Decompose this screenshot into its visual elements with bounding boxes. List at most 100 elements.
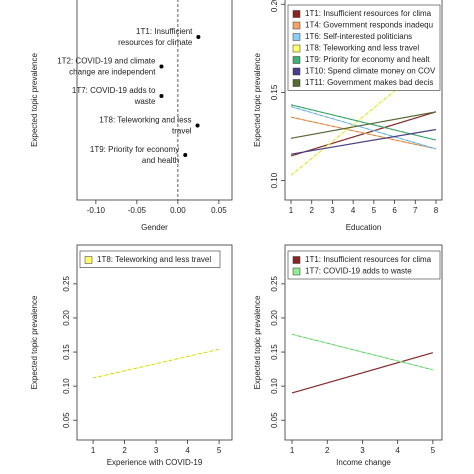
x-axis-label: Experience with COVID-19 xyxy=(107,458,203,467)
y-tick-label: 0.10 xyxy=(62,378,71,394)
y-tick-label: 0.15 xyxy=(62,344,71,360)
x-tick-label: 6 xyxy=(392,206,397,215)
y-axis-label: Expected topic prevalence xyxy=(253,295,262,389)
legend-swatch xyxy=(292,56,301,64)
panel: 1 2 3 4 5 6 7 8 0.10 0.15 0.20 Education Expected to… xyxy=(253,0,443,232)
legend-swatch xyxy=(292,44,301,53)
point xyxy=(195,123,200,128)
x-tick-label: 2 xyxy=(325,446,330,455)
x-tick-label: 5 xyxy=(431,446,436,455)
plot-frame xyxy=(284,0,443,201)
panel: 1 2 3 4 5 0.05 0.10 0.15 0.20 0.25 Experience with… xyxy=(30,244,233,467)
y-axis-label: Expected topic prevalence xyxy=(253,53,262,147)
series-line-dash xyxy=(291,352,433,394)
legend-label: 1T8: Teleworking and less travel xyxy=(305,44,419,53)
point-label: change are independent xyxy=(69,68,156,77)
y-tick-label: 0.05 xyxy=(270,412,279,428)
x-tick-label: 5 xyxy=(372,206,377,215)
y-axis-label: Expected topic prevalence xyxy=(30,295,39,389)
x-tick-label: 3 xyxy=(330,206,335,215)
x-tick-label: 0.05 xyxy=(211,206,227,215)
point-label: 1T7: COVID-19 adds to xyxy=(72,86,156,95)
legend-swatch xyxy=(84,256,93,264)
y-tick-label: 0.05 xyxy=(62,412,71,428)
y-tick-label: 0.20 xyxy=(270,0,279,12)
x-tick-label: 1 xyxy=(289,206,294,215)
legend-label: 1T7: COVID-19 adds to waste xyxy=(305,267,412,276)
panel: 1 2 3 4 5 0.05 0.10 0.15 0.20 0.25 Income change Ex… xyxy=(253,244,443,467)
legend-swatch xyxy=(292,256,301,264)
x-tick-label: 2 xyxy=(309,206,314,215)
point-label: travel xyxy=(172,127,192,136)
legend-swatch xyxy=(292,79,301,87)
x-tick-label: 3 xyxy=(360,446,365,455)
x-axis-label: Gender xyxy=(141,223,168,232)
y-tick-label: 0.20 xyxy=(62,310,71,326)
series-line-dash xyxy=(290,129,437,155)
y-axis-label: Expected topic prevalence xyxy=(30,53,39,147)
legend-swatch xyxy=(292,267,301,276)
legend-label: 1T9: Priority for economy and healt xyxy=(305,55,430,64)
x-tick-label: 4 xyxy=(395,446,400,455)
series-line-dash xyxy=(291,334,433,371)
series-line-dash xyxy=(290,116,437,150)
point xyxy=(159,64,164,69)
x-tick-label: 2 xyxy=(122,446,127,455)
x-tick-label: 1 xyxy=(290,446,295,455)
point xyxy=(159,94,164,98)
x-tick-label: 4 xyxy=(351,206,356,215)
legend-box xyxy=(287,250,441,280)
legend-label: 1T1: Insufficient resources for clima xyxy=(305,255,432,264)
plot-frame xyxy=(284,244,443,441)
series-line xyxy=(92,348,220,379)
legend-swatch xyxy=(292,33,301,41)
legend-box xyxy=(79,250,221,268)
series-line-dash xyxy=(290,56,437,176)
legend-label: 1T11: Government makes bad decis xyxy=(305,78,433,87)
legend-label: 1T8: Teleworking and less travel xyxy=(97,255,211,264)
point-label: 1T1: Insufficient xyxy=(136,27,193,36)
x-tick-label: -0.10 xyxy=(87,206,106,215)
series-line-dash xyxy=(290,111,437,139)
y-tick-label: 0.10 xyxy=(270,378,279,394)
y-tick-label: 0.20 xyxy=(270,310,279,326)
plot-frame xyxy=(76,0,233,201)
legend-swatch xyxy=(292,21,301,30)
series-line-dash xyxy=(290,106,437,150)
x-tick-label: 1 xyxy=(91,446,96,455)
legend-box xyxy=(287,4,441,91)
panel: -0.10 -0.05 0.00 0.05 Gender Expected topic p… xyxy=(30,0,233,232)
y-tick-label: 0.15 xyxy=(270,84,279,100)
series-line-dash xyxy=(290,104,437,141)
legend-swatch xyxy=(292,10,301,18)
legend-swatch xyxy=(292,67,301,76)
point-label: 1T2: COVID-19 and climate xyxy=(57,57,156,66)
x-tick-label: 0.00 xyxy=(170,206,186,215)
point xyxy=(183,153,188,157)
x-tick-label: 5 xyxy=(217,446,222,455)
x-tick-label: 3 xyxy=(154,446,159,455)
series-line-dash xyxy=(290,111,437,157)
point-label: resources for climate xyxy=(118,38,193,47)
legend-label: 1T6: Self-interested politicians xyxy=(305,32,412,41)
plot-frame xyxy=(76,244,233,441)
x-tick-label: -0.05 xyxy=(128,206,147,215)
x-axis-label: Education xyxy=(346,223,382,232)
point-label: and health xyxy=(142,156,179,165)
point xyxy=(196,35,201,39)
x-tick-label: 4 xyxy=(185,446,190,455)
y-tick-label: 0.10 xyxy=(270,172,279,188)
x-axis-label: Income change xyxy=(336,458,391,467)
legend-label: 1T10: Spend climate money on COV xyxy=(305,67,436,76)
legend-label: 1T4: Government responds inadequ xyxy=(305,21,433,30)
x-tick-label: 7 xyxy=(413,206,418,215)
y-tick-label: 0.25 xyxy=(62,276,71,292)
point-label: 1T9: Priority for economy xyxy=(90,145,179,154)
point-label: 1T8: Teleworking and less xyxy=(99,116,191,125)
legend-label: 1T1: Insufficient resources for clima xyxy=(305,9,432,18)
y-tick-label: 0.25 xyxy=(270,276,279,292)
point-label: waste xyxy=(134,97,156,106)
x-tick-label: 8 xyxy=(434,206,439,215)
y-tick-label: 0.15 xyxy=(270,344,279,360)
